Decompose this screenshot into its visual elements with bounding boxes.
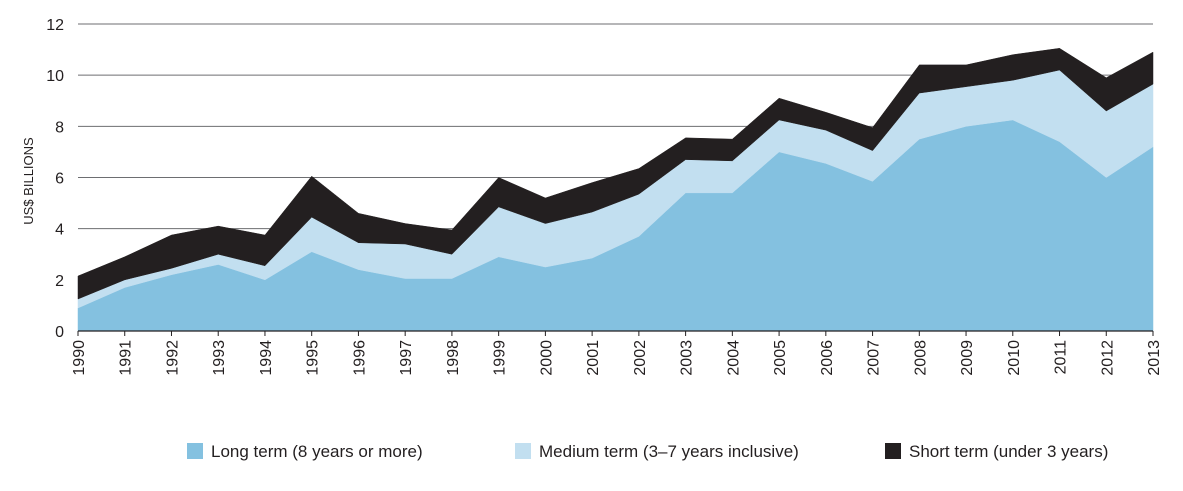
x-tick-label: 2007 <box>866 340 883 376</box>
legend-swatch <box>515 443 531 459</box>
x-tick-label: 1994 <box>258 340 275 376</box>
x-tick-label: 2012 <box>1099 340 1116 376</box>
x-tick-label: 2010 <box>1006 340 1023 376</box>
legend-swatch <box>187 443 203 459</box>
x-tick-label: 1992 <box>164 340 181 376</box>
y-tick-labels: 0 2 4 6 8 10 12 <box>46 17 64 341</box>
x-tick-label: 2003 <box>679 340 696 376</box>
x-tick-label: 1996 <box>351 340 368 376</box>
y-tick-label: 10 <box>46 68 64 85</box>
x-tick-label: 2011 <box>1053 340 1070 375</box>
x-tick-label: 2013 <box>1146 340 1163 376</box>
y-tick-label: 0 <box>55 324 64 341</box>
x-tick-labels: 1990 1991 1992 1993 1994 1995 1996 1997 1998 1999… <box>71 340 1163 376</box>
legend-label: Short term (under 3 years) <box>909 442 1108 461</box>
x-tick-label: 1999 <box>492 340 509 376</box>
x-tick-label: 2005 <box>772 340 789 376</box>
legend-label: Medium term (3–7 years inclusive) <box>539 442 799 461</box>
x-tick-label: 2009 <box>959 340 976 376</box>
area-series-3 <box>77 48 1154 300</box>
axes <box>77 330 1154 336</box>
x-tick-label: 1998 <box>445 340 462 376</box>
x-tick-label: 1997 <box>398 340 415 376</box>
x-tick-label: 2002 <box>632 340 649 376</box>
x-tick-label: 2004 <box>725 340 742 376</box>
y-tick-label: 4 <box>55 222 64 239</box>
legend-label: Long term (8 years or more) <box>211 442 423 461</box>
x-tick-label: 1995 <box>305 340 322 376</box>
y-tick-label: 12 <box>46 17 64 34</box>
legend-item-2: Medium term (3–7 years inclusive) <box>515 442 799 461</box>
x-tick-label: 1993 <box>211 340 228 376</box>
x-tick-label: 2001 <box>585 340 602 376</box>
y-tick-label: 6 <box>55 171 64 188</box>
x-tick-label: 2008 <box>912 340 929 376</box>
x-tick-label: 2000 <box>538 340 555 376</box>
legend-item-3: Short term (under 3 years) <box>885 442 1108 461</box>
y-tick-label: 8 <box>55 119 64 136</box>
legend: Long term (8 years or more) Medium term (… <box>187 442 1108 461</box>
legend-swatch <box>885 443 901 459</box>
x-tick-label: 1990 <box>71 340 88 376</box>
y-tick-label: 2 <box>55 273 64 290</box>
x-tick-label: 2006 <box>819 340 836 376</box>
y-axis-title: US$ BILLIONS <box>21 137 36 225</box>
legend-item-1: Long term (8 years or more) <box>187 442 423 461</box>
area-series <box>77 48 1154 332</box>
x-tick-label: 1991 <box>118 340 135 376</box>
